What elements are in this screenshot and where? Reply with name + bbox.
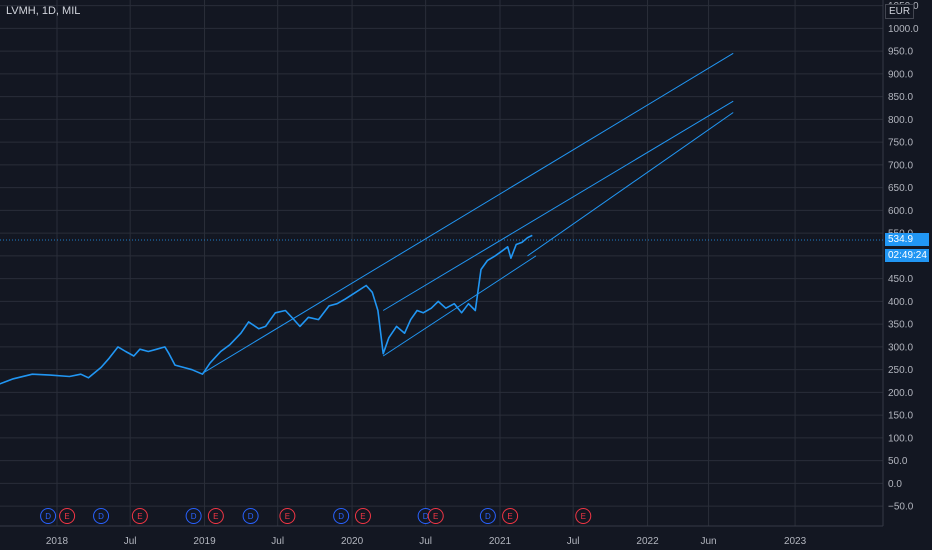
x-tick-label: 2021 [489, 536, 512, 547]
y-tick-label: 650.0 [888, 183, 913, 194]
y-tick-label: 250.0 [888, 365, 913, 376]
dividend-marker [40, 508, 57, 524]
x-tick-label: Jul [567, 536, 580, 547]
dividend-marker [93, 508, 110, 524]
y-tick-label: 50.0 [888, 456, 908, 467]
y-tick-label: 950.0 [888, 47, 913, 58]
y-tick-label: 800.0 [888, 115, 913, 126]
earnings-marker [575, 508, 592, 524]
x-tick-label: 2018 [46, 536, 69, 547]
event-label: E [507, 512, 512, 521]
last-price-label: 534.9 [885, 233, 929, 246]
event-label: D [98, 512, 104, 521]
y-tick-label: 900.0 [888, 69, 913, 80]
y-tick-label: 350.0 [888, 320, 913, 331]
earnings-marker [427, 508, 444, 524]
earnings-marker [279, 508, 296, 524]
event-label: E [137, 512, 142, 521]
earnings-marker [131, 508, 148, 524]
price-line [0, 234, 533, 385]
x-tick-label: 2022 [636, 536, 659, 547]
event-label: E [213, 512, 218, 521]
y-tick-label: 600.0 [888, 206, 913, 217]
trend-line [382, 100, 734, 311]
event-label: D [45, 512, 51, 521]
y-tick-label: 400.0 [888, 297, 913, 308]
y-tick-label: 450.0 [888, 274, 913, 285]
y-tick-label: 700.0 [888, 160, 913, 171]
dividend-marker [333, 508, 350, 524]
y-tick-label: −50.0 [888, 502, 914, 513]
currency-label[interactable]: EUR [885, 4, 915, 19]
event-label: D [485, 512, 491, 521]
event-label: D [423, 512, 429, 521]
y-tick-label: 1000.0 [888, 24, 919, 35]
earnings-marker [502, 508, 519, 524]
x-tick-label: Jun [701, 536, 717, 547]
y-tick-label: 300.0 [888, 342, 913, 353]
event-label: D [191, 512, 197, 521]
dividend-marker [242, 508, 259, 524]
earnings-marker [59, 508, 76, 524]
event-label: E [581, 512, 586, 521]
y-tick-label: 750.0 [888, 138, 913, 149]
symbol-title[interactable]: LVMH, 1D, MIL [6, 5, 81, 17]
x-tick-label: Jul [124, 536, 137, 547]
trend-line [382, 255, 537, 357]
event-label: E [285, 512, 290, 521]
y-tick-label: 100.0 [888, 433, 913, 444]
x-tick-label: 2020 [341, 536, 364, 547]
x-tick-label: Jul [419, 536, 432, 547]
event-label: E [360, 512, 365, 521]
dividend-marker [479, 508, 496, 524]
event-label: E [64, 512, 69, 521]
y-tick-label: 200.0 [888, 388, 913, 399]
event-label: D [338, 512, 344, 521]
event-label: D [248, 512, 254, 521]
y-tick-label: 0.0 [888, 479, 902, 490]
countdown-label: 02:49:24 [885, 249, 929, 262]
trend-line [202, 52, 734, 374]
trend-line [527, 112, 734, 257]
earnings-marker [354, 508, 371, 524]
earnings-marker [207, 508, 224, 524]
x-tick-label: 2019 [193, 536, 216, 547]
y-tick-label: 150.0 [888, 411, 913, 422]
x-tick-label: 2023 [784, 536, 807, 547]
event-label: E [433, 512, 438, 521]
dividend-marker [185, 508, 202, 524]
y-tick-label: 850.0 [888, 92, 913, 103]
x-tick-label: Jul [271, 536, 284, 547]
